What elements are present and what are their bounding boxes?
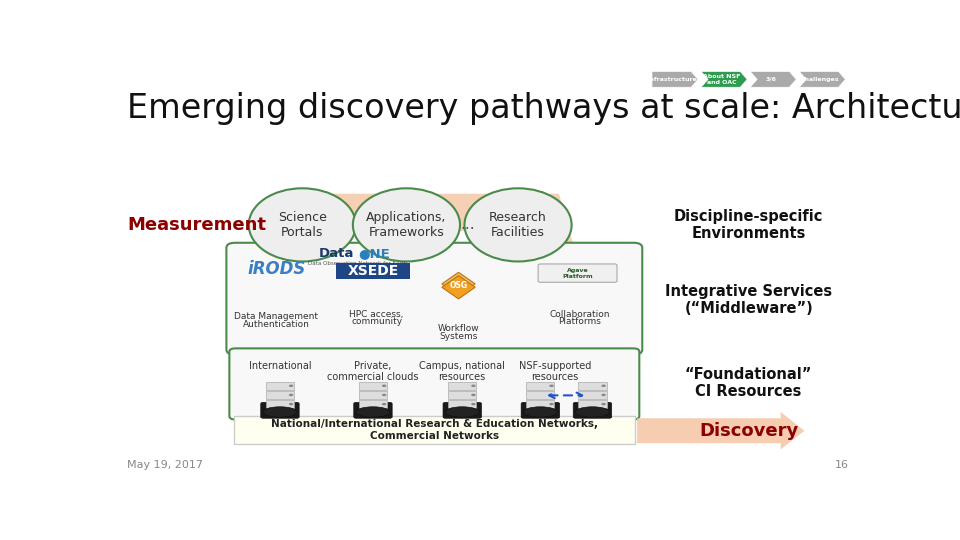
Ellipse shape bbox=[445, 407, 479, 417]
FancyBboxPatch shape bbox=[448, 400, 476, 408]
Text: International: International bbox=[249, 361, 311, 371]
Circle shape bbox=[549, 384, 554, 387]
Text: Systems: Systems bbox=[440, 332, 478, 341]
FancyBboxPatch shape bbox=[578, 391, 607, 399]
Circle shape bbox=[289, 403, 294, 406]
Text: Integrative Services
(“Middleware”): Integrative Services (“Middleware”) bbox=[665, 284, 832, 316]
Polygon shape bbox=[442, 272, 475, 295]
Polygon shape bbox=[800, 71, 846, 87]
Text: Collaboration: Collaboration bbox=[549, 310, 610, 319]
Circle shape bbox=[471, 403, 475, 406]
Circle shape bbox=[601, 384, 606, 387]
Ellipse shape bbox=[465, 188, 571, 261]
Circle shape bbox=[382, 384, 386, 387]
FancyBboxPatch shape bbox=[266, 391, 294, 399]
Circle shape bbox=[471, 394, 475, 396]
Text: OSG: OSG bbox=[449, 281, 468, 290]
Text: Data Observation Network for Earth: Data Observation Network for Earth bbox=[308, 261, 408, 266]
FancyBboxPatch shape bbox=[539, 264, 617, 282]
FancyBboxPatch shape bbox=[521, 402, 560, 418]
Ellipse shape bbox=[356, 407, 390, 417]
Text: ●NE: ●NE bbox=[358, 247, 390, 260]
FancyBboxPatch shape bbox=[444, 402, 481, 418]
FancyBboxPatch shape bbox=[573, 402, 612, 418]
Circle shape bbox=[289, 394, 294, 396]
Circle shape bbox=[471, 384, 475, 387]
Polygon shape bbox=[442, 275, 475, 299]
Polygon shape bbox=[652, 71, 698, 87]
Text: iRODS: iRODS bbox=[247, 260, 305, 278]
FancyBboxPatch shape bbox=[229, 348, 639, 420]
Ellipse shape bbox=[263, 407, 297, 417]
Polygon shape bbox=[701, 71, 747, 87]
FancyBboxPatch shape bbox=[578, 400, 607, 408]
Ellipse shape bbox=[523, 407, 558, 417]
Ellipse shape bbox=[249, 188, 356, 261]
Text: 3/6: 3/6 bbox=[765, 77, 777, 82]
Text: community: community bbox=[351, 318, 402, 326]
Text: ...: ... bbox=[460, 218, 475, 232]
FancyBboxPatch shape bbox=[261, 402, 300, 418]
Text: HPC access,: HPC access, bbox=[349, 310, 404, 319]
Text: Infrastructure: Infrastructure bbox=[648, 77, 698, 82]
Text: 16: 16 bbox=[835, 460, 849, 470]
Text: Platforms: Platforms bbox=[559, 318, 601, 326]
FancyBboxPatch shape bbox=[526, 400, 555, 408]
Text: May 19, 2017: May 19, 2017 bbox=[128, 460, 204, 470]
Polygon shape bbox=[280, 194, 626, 431]
FancyBboxPatch shape bbox=[266, 400, 294, 408]
Text: NSF-supported
resources: NSF-supported resources bbox=[519, 361, 591, 382]
FancyBboxPatch shape bbox=[448, 391, 476, 399]
Circle shape bbox=[601, 394, 606, 396]
Text: Discovery: Discovery bbox=[699, 422, 799, 440]
Text: Workflow: Workflow bbox=[438, 325, 479, 333]
FancyBboxPatch shape bbox=[448, 382, 476, 389]
Circle shape bbox=[601, 403, 606, 406]
FancyBboxPatch shape bbox=[227, 243, 642, 355]
Circle shape bbox=[289, 384, 294, 387]
Text: Data: Data bbox=[319, 247, 354, 260]
FancyBboxPatch shape bbox=[359, 382, 387, 389]
FancyBboxPatch shape bbox=[336, 263, 410, 279]
Text: Campus, national
resources: Campus, national resources bbox=[420, 361, 505, 382]
FancyBboxPatch shape bbox=[526, 391, 555, 399]
Text: XSEDE: XSEDE bbox=[348, 264, 398, 278]
Text: Research
Facilities: Research Facilities bbox=[490, 211, 547, 239]
Text: Science
Portals: Science Portals bbox=[277, 211, 326, 239]
Circle shape bbox=[549, 403, 554, 406]
Text: Agave
Platform: Agave Platform bbox=[563, 268, 593, 279]
Circle shape bbox=[382, 394, 386, 396]
Text: Discipline-specific
Environments: Discipline-specific Environments bbox=[674, 208, 824, 241]
Text: “Foundational”
CI Resources: “Foundational” CI Resources bbox=[685, 367, 812, 399]
Text: National/International Research & Education Networks,
Commercial Networks: National/International Research & Educat… bbox=[271, 419, 598, 441]
FancyBboxPatch shape bbox=[234, 416, 635, 444]
FancyBboxPatch shape bbox=[266, 382, 294, 389]
Text: Measurement: Measurement bbox=[128, 216, 267, 234]
FancyBboxPatch shape bbox=[354, 402, 392, 418]
FancyBboxPatch shape bbox=[359, 391, 387, 399]
FancyArrow shape bbox=[637, 412, 804, 449]
Circle shape bbox=[549, 394, 554, 396]
Text: Data Management: Data Management bbox=[234, 312, 319, 321]
Text: Private,
commercial clouds: Private, commercial clouds bbox=[327, 361, 419, 382]
FancyBboxPatch shape bbox=[526, 382, 555, 389]
Text: Emerging discovery pathways at scale: Architecture view: Emerging discovery pathways at scale: Ar… bbox=[128, 92, 960, 125]
Ellipse shape bbox=[575, 407, 610, 417]
FancyBboxPatch shape bbox=[359, 400, 387, 408]
Polygon shape bbox=[750, 71, 796, 87]
Text: Challenges: Challenges bbox=[801, 77, 839, 82]
Text: Authentication: Authentication bbox=[243, 320, 310, 329]
Text: About NSF
and OAC: About NSF and OAC bbox=[703, 74, 740, 85]
Circle shape bbox=[382, 403, 386, 406]
FancyBboxPatch shape bbox=[578, 382, 607, 389]
Text: Applications,
Frameworks: Applications, Frameworks bbox=[367, 211, 446, 239]
Ellipse shape bbox=[353, 188, 460, 261]
